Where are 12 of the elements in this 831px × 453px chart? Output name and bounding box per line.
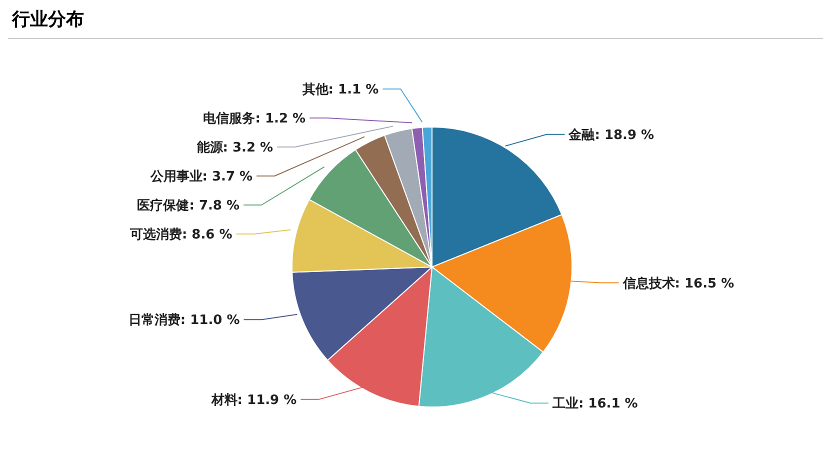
slice-label: 可选消费: 8.6 %	[128, 228, 232, 243]
slice-label: 公用事业: 3.7 %	[149, 170, 253, 185]
slice-label: 电信服务: 1.2 %	[203, 112, 306, 127]
chart-title: 行业分布	[8, 8, 823, 39]
slice-label: 工业: 16.1 %	[551, 396, 638, 412]
slice-label: 金融: 18.9 %	[568, 128, 654, 143]
slice-label: 日常消费: 11.0 %	[128, 313, 240, 328]
slice-label: 医疗保健: 7.8 %	[137, 198, 240, 214]
slice-label: 信息技术: 16.5 %	[622, 275, 734, 292]
slice-label: 其他: 1.1 %	[301, 82, 379, 98]
slice-label: 材料: 11.9 %	[210, 392, 297, 408]
slice-label: 能源: 3.2 %	[196, 140, 274, 156]
